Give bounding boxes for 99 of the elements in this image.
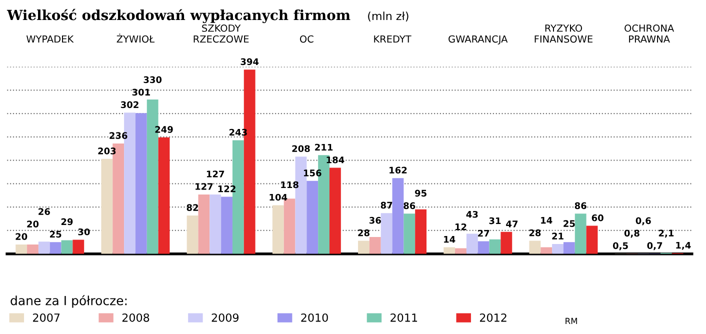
data-label: 211 (315, 144, 333, 151)
data-label: 236 (110, 132, 128, 139)
data-label: 394 (240, 58, 259, 66)
bar (563, 242, 575, 254)
x-tick-label: OC (300, 35, 314, 43)
data-label: 0,8 (624, 230, 640, 238)
x-tick-label: OCHRONA PRAWNA (624, 24, 674, 43)
bar (16, 244, 28, 254)
bar (158, 137, 170, 254)
legend-label: 2008 (122, 313, 150, 322)
data-label: 302 (120, 101, 138, 108)
bar (586, 226, 598, 254)
data-label: 29 (61, 218, 73, 226)
data-label: 20 (27, 220, 39, 228)
data-label: 26 (38, 208, 50, 215)
data-label: 208 (292, 145, 310, 152)
bar (404, 214, 416, 254)
data-label: 330 (144, 76, 162, 84)
data-label: 1,4 (676, 242, 691, 250)
x-tick-label: RYZYKO FINANSOWE (534, 24, 592, 43)
x-tick-label: GWARANCJA (448, 35, 508, 44)
data-label: 162 (390, 166, 407, 174)
data-label: 25 (50, 230, 62, 238)
data-label: 12 (455, 223, 466, 230)
bar (272, 205, 284, 254)
data-label: 87 (380, 202, 392, 209)
data-label: 0,7 (647, 242, 662, 250)
data-label: 28 (529, 229, 541, 236)
legend-label: 2007 (33, 313, 60, 322)
data-label: 31 (489, 217, 501, 224)
data-label: 301 (132, 88, 150, 96)
data-label: 47 (506, 220, 518, 228)
bar (135, 113, 147, 254)
bar (72, 240, 84, 254)
bar (444, 247, 456, 254)
x-tick-label: SZKODY RZECZOWE (194, 24, 249, 43)
data-label: 156 (304, 170, 322, 176)
data-label: 25 (564, 220, 575, 227)
data-label: 21 (552, 232, 564, 240)
bar (61, 240, 73, 254)
bar (369, 237, 381, 254)
bar (358, 240, 370, 254)
data-label: 118 (281, 181, 298, 188)
x-tick-label: ŻYWIOŁ (116, 34, 155, 43)
x-tick-label: KREDYT (374, 35, 412, 43)
legend-label: 2011 (390, 313, 418, 322)
bar (329, 168, 341, 254)
data-label: 60 (592, 214, 604, 222)
data-label: 86 (574, 202, 586, 210)
data-label: 20 (16, 233, 28, 240)
bar (306, 180, 318, 254)
data-label: 95 (414, 190, 426, 197)
bar (186, 215, 198, 254)
data-label: 82 (186, 204, 198, 211)
data-label: 127 (206, 170, 224, 178)
bar (38, 242, 50, 254)
bar (552, 244, 564, 254)
x-tick-label: WYPADEK (26, 35, 74, 43)
data-label: 2,1 (658, 230, 674, 238)
bar (50, 242, 62, 254)
bar (574, 214, 586, 254)
bar (27, 244, 38, 254)
data-label: 28 (358, 229, 370, 236)
legend-label: 2012 (480, 313, 506, 322)
bar (380, 213, 392, 254)
data-label: 14 (541, 217, 552, 224)
bar (392, 178, 404, 254)
bar (198, 194, 210, 254)
chart-title: Wielkość odszkodowań wypłacanych firmom (6, 8, 350, 24)
data-label: 122 (218, 185, 236, 192)
bar (101, 158, 113, 254)
data-label: 30 (78, 228, 90, 236)
data-label: 0,5 (612, 242, 628, 250)
data-label: 104 (270, 194, 288, 201)
bar (415, 209, 427, 254)
bar (455, 248, 466, 254)
text: RM (566, 318, 577, 324)
bar (540, 247, 552, 254)
data-label: 0,6 (636, 217, 651, 226)
data-label: 86 (404, 202, 416, 210)
data-label: 43 (466, 210, 478, 218)
bar (478, 241, 490, 254)
data-label: 203 (98, 148, 116, 154)
data-label: 184 (326, 156, 344, 164)
data-label: 249 (155, 126, 173, 133)
legend-label: 2009 (212, 313, 238, 322)
bar (529, 240, 541, 254)
bar (500, 232, 512, 254)
bar (221, 196, 232, 254)
data-label: 27 (478, 230, 490, 237)
bar (210, 194, 222, 254)
data-label: 36 (369, 216, 381, 224)
bar (489, 239, 501, 254)
legend-label: 2010 (301, 313, 328, 322)
legend-title: dane za I półrocze: (10, 295, 127, 308)
data-label: 14 (444, 236, 456, 243)
data-label: 127 (196, 183, 213, 190)
chart-subtitle: (mln zł) (368, 12, 408, 22)
bar (466, 234, 478, 254)
